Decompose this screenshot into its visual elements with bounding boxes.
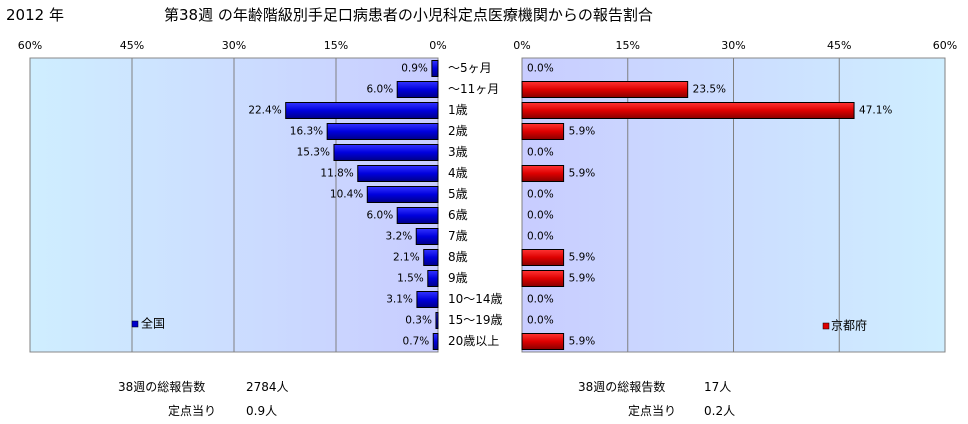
kyoto-value-label: 5.9% [569,168,596,180]
category-label: 6歳 [448,208,468,222]
national-total-value: 2784人 [246,380,289,394]
kyoto-total-value: 17人 [704,380,732,394]
national-bar [423,249,439,266]
kyoto-bar [521,81,689,98]
category-label: 7歳 [448,229,468,243]
category-label: 2歳 [448,124,468,138]
category-label: 10～14歳 [448,292,503,306]
national-value-label: 1.5% [397,273,424,285]
left-tick-label: 45% [120,39,144,52]
national-bar [435,312,439,329]
national-value-label: 2.1% [393,252,420,264]
kyoto-value-label: 0.0% [527,189,554,201]
national-value-label: 6.0% [367,210,394,222]
chart-title: 第38週 の年齢階級別手足口病患者の小児科定点医療機関からの報告割合 [164,6,653,24]
national-bar [285,102,439,119]
national-value-label: 6.0% [367,84,394,96]
category-label: 15～19歳 [448,313,503,327]
category-label: 5歳 [448,187,468,201]
right-tick-label: 0% [513,39,530,52]
national-bar [427,270,439,287]
right-tick-label: 15% [616,39,640,52]
national-value-label: 0.9% [401,63,428,75]
national-legend-swatch [131,320,139,328]
kyoto-bar [521,333,565,350]
kyoto-value-label: 0.0% [527,210,554,222]
kyoto-value-label: 0.0% [527,231,554,243]
category-label: 8歳 [448,250,468,264]
national-bar [416,291,439,308]
category-label: 3歳 [448,145,468,159]
kyoto-bar [521,123,565,140]
national-value-label: 0.3% [405,315,432,327]
kyoto-bar [521,270,565,287]
population-pyramid-chart: 60% 45% 30% 15% 0% 0% 15% 30% 45% 60% 0.9% 0.0% ～5ヶ月… [18,39,957,353]
kyoto-legend-swatch [822,322,830,330]
national-bar [366,186,439,203]
right-tick-label: 60% [933,39,957,52]
kyoto-value-label: 0.0% [527,147,554,159]
kyoto-bar [521,165,565,182]
kyoto-legend-label: 京都府 [831,318,867,333]
national-value-label: 0.7% [403,336,430,348]
kyoto-value-label: 5.9% [569,252,596,264]
national-value-label: 3.2% [386,231,413,243]
left-tick-label: 15% [324,39,348,52]
kyoto-bar [521,102,855,119]
kyoto-bar [521,249,565,266]
kyoto-value-label: 5.9% [569,273,596,285]
left-tick-label: 60% [18,39,42,52]
national-bar [415,228,439,245]
kyoto-value-label: 47.1% [859,105,892,117]
national-per-value: 0.9人 [246,404,278,418]
kyoto-value-label: 23.5% [693,84,726,96]
left-tick-label: 0% [429,39,446,52]
category-label: 4歳 [448,166,468,180]
kyoto-value-label: 5.9% [569,126,596,138]
national-value-label: 3.1% [386,294,413,306]
category-label: ～5ヶ月 [448,61,492,75]
national-bar [431,60,439,77]
national-bar [326,123,439,140]
national-bar [357,165,439,182]
kyoto-per-label: 定点当り [628,404,677,418]
kyoto-value-label: 5.9% [569,336,596,348]
kyoto-total-label: 38週の総報告数 [578,380,666,394]
right-tick-label: 45% [827,39,851,52]
category-label: 20歳以上 [448,334,499,348]
category-label: 9歳 [448,271,468,285]
year-label: 2012 年 [6,6,64,24]
national-per-label: 定点当り [168,404,217,418]
national-bar [333,144,439,161]
national-bar [396,81,439,98]
kyoto-value-label: 0.0% [527,63,554,75]
kyoto-value-label: 0.0% [527,315,554,327]
category-label: 1歳 [448,103,468,117]
national-value-label: 11.8% [320,168,353,180]
national-bar [396,207,439,224]
kyoto-value-label: 0.0% [527,294,554,306]
national-value-label: 16.3% [290,126,323,138]
kyoto-per-value: 0.2人 [704,404,736,418]
national-total-label: 38週の総報告数 [118,380,206,394]
national-value-label: 15.3% [297,147,330,159]
national-bar [432,333,439,350]
category-label: ～11ヶ月 [448,82,499,96]
national-legend-label: 全国 [141,316,165,331]
national-value-label: 22.4% [248,105,281,117]
left-tick-label: 30% [222,39,246,52]
right-tick-label: 30% [721,39,745,52]
national-value-label: 10.4% [330,189,363,201]
